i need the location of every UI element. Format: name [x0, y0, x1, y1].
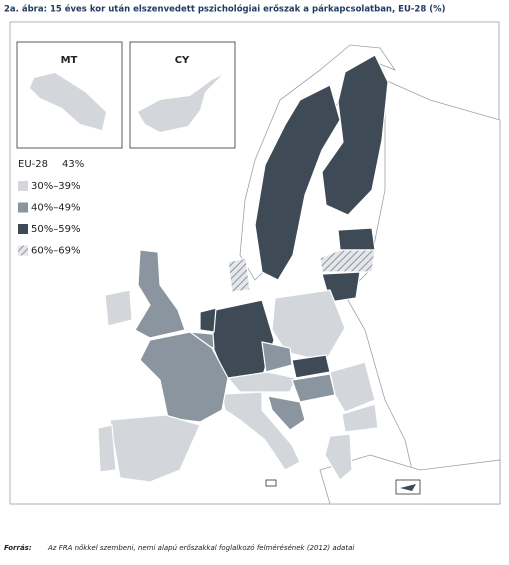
figure-title: 2a. ábra: 15 éves kor után elszenvedett … — [4, 4, 446, 15]
czechia — [261, 341, 293, 373]
turkey — [319, 454, 501, 505]
cyprus-small — [400, 484, 416, 491]
greece — [324, 433, 353, 481]
romania — [329, 361, 376, 413]
croatia — [267, 395, 306, 431]
ireland — [104, 289, 133, 327]
legend-swatch — [18, 181, 28, 191]
map — [97, 44, 501, 505]
legend-label: 50%–59% — [31, 224, 80, 235]
source-text: Az FRA nőkkel szembeni, nemi alapú erősz… — [47, 543, 354, 552]
legend-label: 40%–49% — [31, 203, 80, 214]
sweden — [254, 84, 341, 281]
legend-swatch — [18, 224, 28, 234]
italy — [221, 391, 301, 471]
austria — [227, 371, 297, 393]
legend: EU-28 43% 30%–39% 40%–49% 50%–59% 60%–69% — [18, 159, 84, 257]
legend-label: 30%–39% — [31, 181, 80, 192]
legend-total-value: 43% — [62, 159, 84, 170]
portugal — [97, 424, 117, 473]
malta-marker — [265, 479, 277, 487]
denmark — [227, 257, 251, 293]
estonia — [337, 227, 376, 251]
bulgaria — [341, 403, 379, 433]
cyprus-shape — [138, 75, 222, 132]
inset-box — [129, 41, 236, 149]
france — [139, 331, 229, 423]
netherlands — [199, 307, 217, 333]
finland — [321, 54, 389, 216]
east-land — [344, 79, 501, 505]
spain — [109, 414, 201, 483]
uk — [134, 249, 186, 339]
legend-swatch — [18, 245, 28, 256]
source-label: Forrás: — [4, 544, 32, 552]
inset-label: MT — [61, 55, 78, 66]
legend-total-label: EU-28 — [18, 159, 48, 170]
legend-label: 60%–69% — [31, 246, 80, 257]
malta-shape — [30, 73, 106, 130]
legend-swatch — [18, 202, 28, 213]
latvia — [319, 249, 376, 273]
inset-label: CY — [175, 55, 190, 66]
